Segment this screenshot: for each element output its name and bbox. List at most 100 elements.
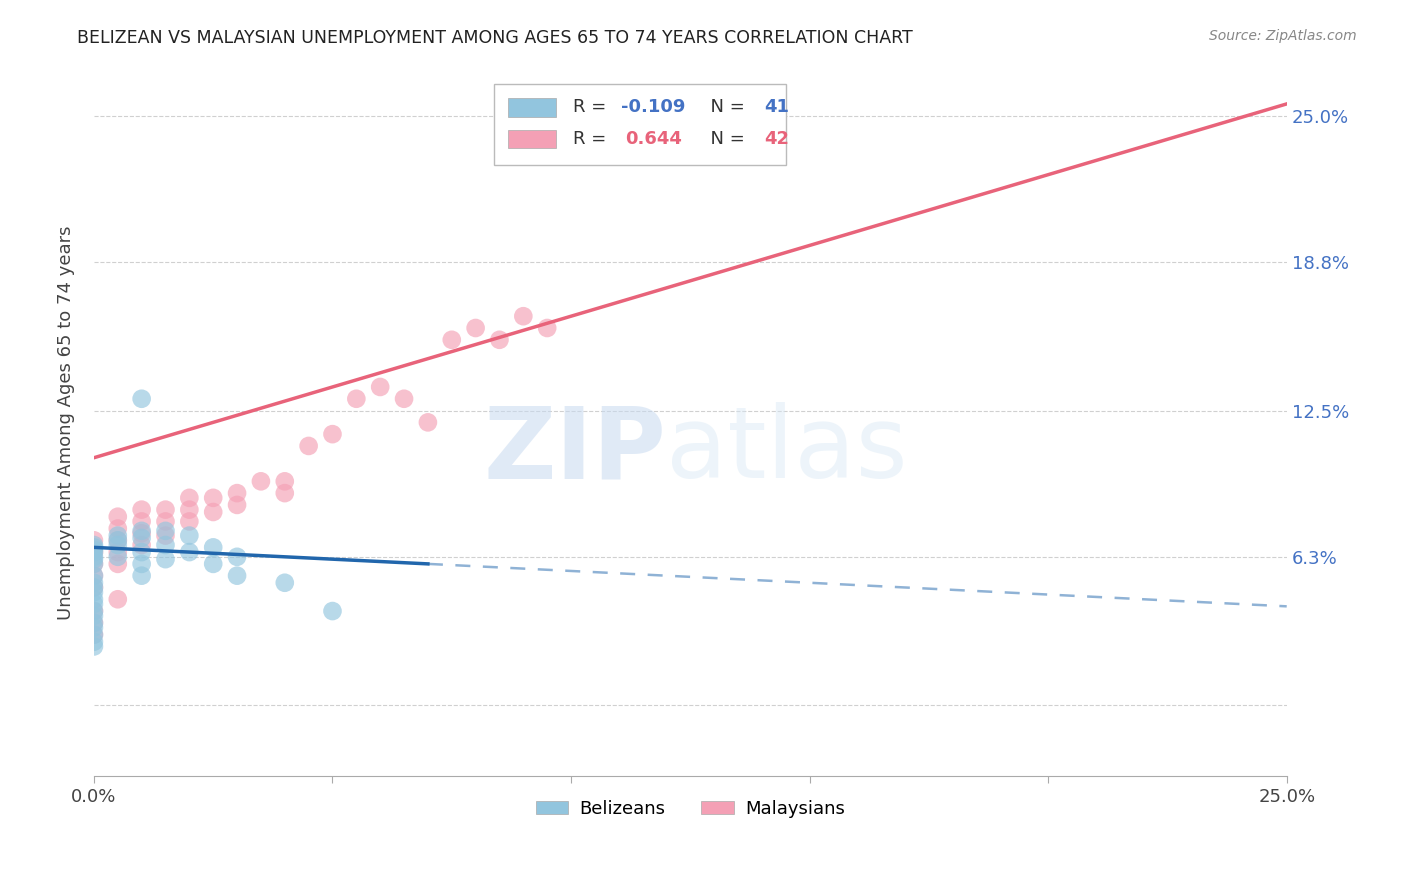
Point bbox=[298, 439, 321, 453]
Point bbox=[107, 557, 129, 571]
Point bbox=[321, 427, 343, 442]
Text: BELIZEAN VS MALAYSIAN UNEMPLOYMENT AMONG AGES 65 TO 74 YEARS CORRELATION CHART: BELIZEAN VS MALAYSIAN UNEMPLOYMENT AMONG… bbox=[77, 29, 912, 46]
Text: 0.644: 0.644 bbox=[624, 130, 682, 148]
Point bbox=[202, 491, 225, 505]
Point bbox=[226, 549, 249, 564]
Point bbox=[83, 549, 105, 564]
Point bbox=[107, 538, 129, 552]
Point bbox=[131, 531, 153, 545]
Point bbox=[83, 585, 105, 599]
Point bbox=[83, 592, 105, 607]
Point bbox=[83, 640, 105, 654]
Point bbox=[131, 557, 153, 571]
Point bbox=[416, 415, 439, 429]
Point bbox=[179, 515, 201, 529]
Point bbox=[83, 552, 105, 566]
Point bbox=[250, 475, 273, 489]
FancyBboxPatch shape bbox=[494, 84, 786, 166]
Point bbox=[179, 502, 201, 516]
Point bbox=[536, 321, 558, 335]
Point bbox=[179, 491, 201, 505]
Point bbox=[202, 541, 225, 555]
Text: 42: 42 bbox=[765, 130, 789, 148]
Point bbox=[83, 615, 105, 630]
Point bbox=[83, 542, 105, 557]
Point bbox=[83, 608, 105, 623]
Point bbox=[131, 524, 153, 538]
Point bbox=[83, 568, 105, 582]
Point bbox=[202, 505, 225, 519]
Point bbox=[131, 502, 153, 516]
Point bbox=[155, 528, 177, 542]
Point bbox=[83, 621, 105, 635]
Text: N =: N = bbox=[699, 130, 751, 148]
Point bbox=[83, 541, 105, 555]
Text: ZIP: ZIP bbox=[484, 402, 666, 500]
Point bbox=[83, 557, 105, 571]
Point bbox=[83, 545, 105, 559]
Point bbox=[107, 549, 129, 564]
Point bbox=[464, 321, 486, 335]
Point bbox=[107, 521, 129, 535]
Point bbox=[83, 533, 105, 548]
Point bbox=[83, 538, 105, 552]
Text: N =: N = bbox=[699, 98, 751, 117]
Text: 41: 41 bbox=[765, 98, 789, 117]
Point bbox=[274, 486, 297, 500]
Point bbox=[155, 538, 177, 552]
Point bbox=[131, 568, 153, 582]
Point bbox=[226, 568, 249, 582]
Point bbox=[131, 392, 153, 406]
Point bbox=[83, 575, 105, 590]
Point bbox=[83, 545, 105, 559]
Point bbox=[155, 552, 177, 566]
Text: R =: R = bbox=[574, 130, 613, 148]
Point bbox=[83, 597, 105, 611]
Point bbox=[131, 515, 153, 529]
Point bbox=[83, 604, 105, 618]
Point bbox=[155, 524, 177, 538]
Point bbox=[512, 309, 534, 323]
Text: atlas: atlas bbox=[666, 402, 908, 500]
Point bbox=[107, 592, 129, 607]
Point bbox=[83, 634, 105, 648]
Point bbox=[83, 568, 105, 582]
Point bbox=[83, 627, 105, 641]
Point bbox=[368, 380, 391, 394]
Point bbox=[155, 515, 177, 529]
Point bbox=[107, 528, 129, 542]
Point bbox=[440, 333, 463, 347]
Point bbox=[107, 533, 129, 548]
Point bbox=[107, 509, 129, 524]
Point bbox=[83, 615, 105, 630]
Point bbox=[83, 627, 105, 641]
Y-axis label: Unemployment Among Ages 65 to 74 years: Unemployment Among Ages 65 to 74 years bbox=[58, 225, 75, 620]
Point bbox=[274, 575, 297, 590]
Text: Source: ZipAtlas.com: Source: ZipAtlas.com bbox=[1209, 29, 1357, 43]
Point bbox=[179, 545, 201, 559]
Legend: Belizeans, Malaysians: Belizeans, Malaysians bbox=[529, 793, 852, 825]
Point bbox=[155, 502, 177, 516]
Point bbox=[202, 557, 225, 571]
Point bbox=[107, 533, 129, 548]
Point bbox=[274, 475, 297, 489]
Point bbox=[226, 498, 249, 512]
FancyBboxPatch shape bbox=[508, 98, 555, 117]
Point bbox=[83, 557, 105, 571]
Point bbox=[83, 581, 105, 595]
Point bbox=[344, 392, 367, 406]
Point bbox=[226, 486, 249, 500]
Point bbox=[131, 538, 153, 552]
Point bbox=[131, 526, 153, 541]
Text: R =: R = bbox=[574, 98, 613, 117]
Point bbox=[107, 545, 129, 559]
Point bbox=[179, 528, 201, 542]
Point bbox=[131, 545, 153, 559]
Point bbox=[488, 333, 510, 347]
Text: -0.109: -0.109 bbox=[621, 98, 686, 117]
Point bbox=[392, 392, 415, 406]
FancyBboxPatch shape bbox=[508, 130, 555, 148]
Point bbox=[321, 604, 343, 618]
Point bbox=[83, 604, 105, 618]
Point bbox=[83, 581, 105, 595]
